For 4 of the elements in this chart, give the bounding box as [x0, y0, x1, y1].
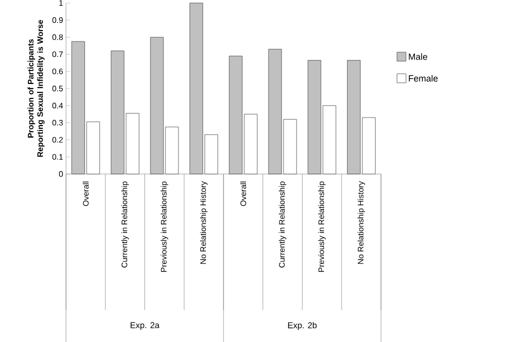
legend-label: Male — [408, 53, 428, 60]
text: Exp. 2a — [130, 322, 160, 330]
legend-label: Female — [408, 74, 438, 82]
text: Exp. 2b — [288, 322, 317, 330]
